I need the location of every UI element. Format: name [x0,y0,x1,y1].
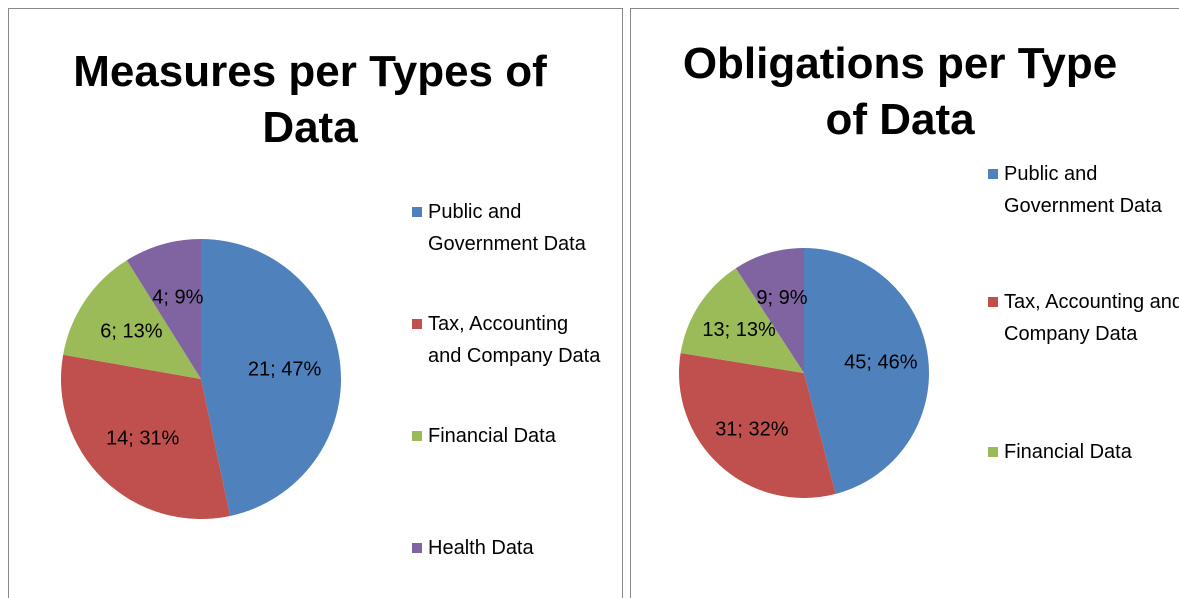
pie-slice [63,260,201,379]
legend-swatch [412,543,422,553]
legend-entry: Tax, Accounting and Company Data [988,286,1179,350]
data-label: 4; 9% [152,287,203,309]
pie-slice [60,354,231,519]
panel [630,8,1179,598]
pie-slice [126,239,201,379]
data-label: 9; 9% [756,287,807,309]
pie-slice [735,248,804,373]
data-label: 6; 13% [100,320,162,342]
legend-swatch [988,169,998,179]
legend-entry: Financial Data [988,436,1179,468]
legend-swatch [988,447,998,457]
legend-entry: Financial Data [412,420,603,452]
data-label: 13; 13% [702,319,776,341]
legend-entry: Public and Government Data [412,196,603,260]
legend-swatch [412,319,422,329]
data-label: 14; 31% [106,428,180,450]
pie-slice [680,268,804,373]
legend-entry: Health Data [412,532,603,564]
chart-title: Obligations per Type of Data [682,39,1118,144]
data-label: 21; 47% [248,359,322,381]
data-label: 45; 46% [844,351,918,373]
legend-swatch [412,207,422,217]
legend-swatch [988,297,998,307]
data-label: 31; 32% [715,419,789,441]
panel [8,8,623,598]
legend-entry: Public and Government Data [988,158,1179,222]
legend-swatch [412,431,422,441]
chart-title: Measures per Types of Data [73,47,547,152]
pie-slice [201,239,342,516]
pie-slice [804,248,930,494]
pie-slice [679,353,836,498]
legend-entry: Tax, Accounting and Company Data [412,308,603,372]
